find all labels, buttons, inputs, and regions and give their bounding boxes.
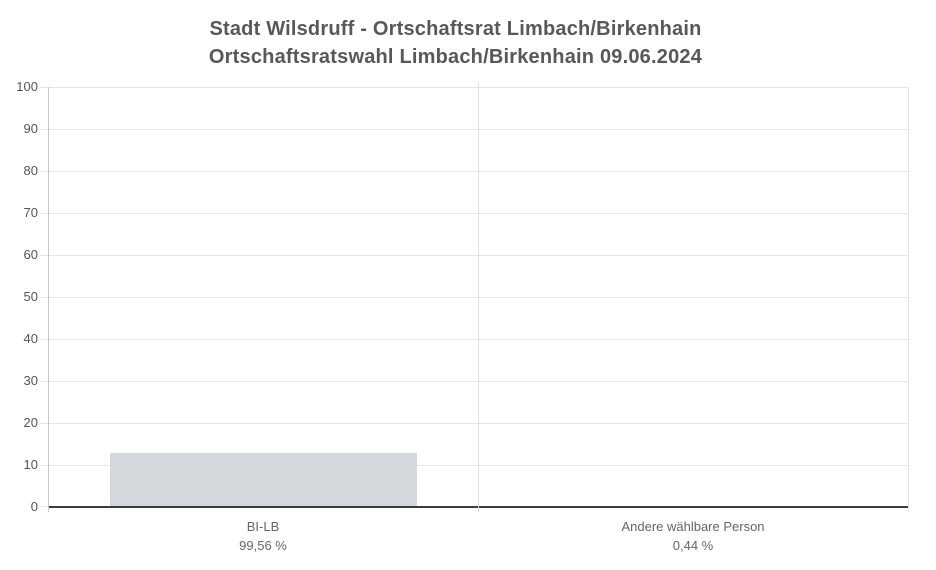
category-name: Andere wählbare Person — [621, 519, 765, 534]
chart-title-line2: Ortschaftsratswahl Limbach/Birkenhain 09… — [208, 46, 703, 68]
y-axis-tick-label-60: 60 — [23, 247, 38, 262]
gridline-40 — [40, 339, 908, 340]
gridline-60 — [40, 255, 908, 256]
y-axis-tick-label-100: 100 — [16, 79, 38, 94]
y-axis-line — [48, 87, 49, 512]
y-axis-tick-label-30: 30 — [23, 373, 38, 388]
gridline-90 — [40, 129, 908, 130]
gridline-30 — [40, 381, 908, 382]
y-axis-tick-label-20: 20 — [23, 415, 38, 430]
category-name: BI-LB — [246, 519, 280, 534]
bar-bi-lb[interactable] — [109, 453, 417, 506]
category-label-group-andere-w-hlbare-person: Andere wählbare Person 0,44 % — [478, 517, 908, 555]
plot-area — [40, 87, 908, 508]
gridline-10 — [40, 465, 908, 466]
plot-right-border-line — [908, 87, 909, 512]
y-axis-tick-label-50: 50 — [23, 289, 38, 304]
y-axis-tick-label-80: 80 — [23, 163, 38, 178]
y-axis-tick-label-0: 0 — [30, 499, 38, 514]
gridline-70 — [40, 213, 908, 214]
category-percent: 99,56 % — [239, 538, 287, 553]
y-axis-tick-label-70: 70 — [23, 205, 38, 220]
y-axis-tick-label-40: 40 — [23, 331, 38, 346]
chart-title: Stadt Wilsdruff - Ortschaftsrat Limbach/… — [0, 15, 911, 71]
gridline-50 — [40, 297, 908, 298]
category-label-group-bi-lb: BI-LB 99,56 % — [48, 517, 478, 555]
gridline-100 — [40, 87, 908, 88]
gridline-20 — [40, 423, 908, 424]
y-axis-tick-label-90: 90 — [23, 121, 38, 136]
y-axis-tick-label-10: 10 — [23, 457, 38, 472]
gridline-80 — [40, 171, 908, 172]
chart-title-line1: Stadt Wilsdruff - Ortschaftsrat Limbach/… — [209, 18, 702, 40]
category-percent: 0,44 % — [672, 538, 714, 553]
category-separator-line — [478, 83, 479, 512]
